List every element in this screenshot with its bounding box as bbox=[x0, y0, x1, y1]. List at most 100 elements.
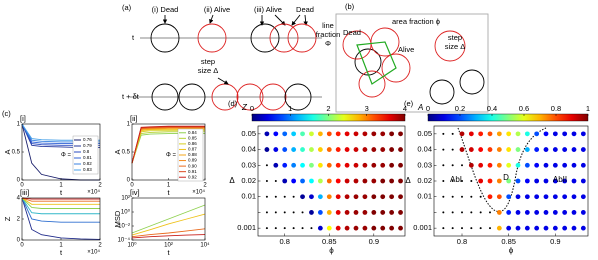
legend-label: 0.85 bbox=[188, 136, 197, 141]
subpanel-label: [ii] bbox=[130, 114, 138, 123]
arrow bbox=[209, 14, 214, 24]
dot bbox=[496, 225, 502, 231]
x-multiplier: ×10⁴ bbox=[87, 249, 100, 256]
diagram-b: (b) area fraction ϕ Dead Alive step size… bbox=[335, 2, 489, 113]
dot bbox=[451, 148, 454, 151]
dot bbox=[398, 225, 403, 231]
dot bbox=[264, 131, 270, 137]
dot bbox=[291, 162, 297, 168]
legend-label: 0.84 bbox=[188, 130, 197, 135]
y-tick-label: 0.04 bbox=[241, 145, 256, 154]
dot bbox=[274, 195, 277, 198]
dot bbox=[398, 194, 403, 200]
x-tick-label: 0.9 bbox=[550, 237, 560, 246]
dot bbox=[487, 162, 493, 168]
dot bbox=[571, 225, 577, 231]
dot bbox=[380, 225, 386, 231]
dot bbox=[292, 211, 295, 214]
y-tick-label: 0 bbox=[17, 178, 21, 184]
series-line bbox=[21, 197, 100, 215]
dot bbox=[506, 147, 512, 152]
legend-label: 0.87 bbox=[188, 147, 197, 152]
dot bbox=[580, 194, 586, 200]
series-line bbox=[131, 204, 206, 234]
dot bbox=[543, 194, 549, 200]
dot bbox=[335, 210, 341, 215]
legend-label: 0.86 bbox=[188, 141, 197, 146]
colorbar-tick-label: 1 bbox=[586, 104, 590, 113]
panel-label: (d) bbox=[228, 99, 238, 108]
legend-label: 0.76 bbox=[83, 137, 92, 142]
dot bbox=[562, 162, 568, 168]
dot bbox=[309, 178, 314, 184]
dot bbox=[478, 162, 484, 168]
dot bbox=[389, 225, 395, 231]
dot bbox=[371, 147, 377, 152]
arrow bbox=[217, 77, 229, 85]
dot bbox=[310, 227, 313, 230]
dot bbox=[362, 162, 368, 168]
x-axis-label: t bbox=[167, 188, 170, 197]
triangle bbox=[356, 41, 397, 85]
dot bbox=[317, 178, 323, 184]
y-tick-label: 0.01 bbox=[241, 192, 256, 201]
dot bbox=[461, 211, 463, 214]
dot bbox=[389, 210, 395, 215]
colorbar-tick-label: 1 bbox=[288, 104, 292, 113]
dot bbox=[580, 225, 586, 231]
dot bbox=[442, 227, 445, 230]
dot bbox=[362, 225, 368, 231]
dot bbox=[380, 162, 386, 168]
dot bbox=[309, 162, 314, 168]
dot bbox=[265, 164, 268, 167]
dot bbox=[442, 211, 445, 214]
arrow bbox=[291, 14, 301, 26]
dot bbox=[353, 131, 359, 137]
subpanel-label: [iii] bbox=[20, 188, 29, 197]
time-label: t bbox=[132, 33, 135, 42]
dot bbox=[461, 227, 463, 230]
dot bbox=[273, 147, 279, 152]
diagram-a: (a) (i) Dead (ii) Alive (iii) Alive Dead… bbox=[122, 3, 340, 111]
dot bbox=[534, 131, 540, 137]
colorbar-tick-label: 0.2 bbox=[455, 104, 465, 113]
y-tick-label: 10⁰ bbox=[121, 209, 131, 216]
dot bbox=[515, 131, 521, 137]
dot bbox=[552, 210, 558, 215]
dot bbox=[470, 211, 473, 214]
dot bbox=[506, 194, 512, 200]
dot bbox=[524, 162, 530, 168]
dot bbox=[398, 210, 403, 215]
dot bbox=[496, 131, 502, 137]
dot bbox=[264, 147, 270, 152]
dot bbox=[274, 180, 277, 182]
alive-label: Alive bbox=[398, 45, 414, 54]
case-label: (i) Dead bbox=[152, 5, 179, 14]
legend-label: 0.92 bbox=[188, 174, 197, 179]
x-tick-label: 1 bbox=[167, 183, 171, 189]
colorbar-tick-label: 4 bbox=[403, 104, 407, 113]
dot bbox=[580, 210, 586, 215]
dot bbox=[524, 210, 530, 215]
dot bbox=[515, 162, 521, 168]
dot bbox=[461, 195, 463, 198]
series-line bbox=[21, 197, 100, 205]
dot bbox=[274, 227, 277, 230]
series-line bbox=[131, 234, 206, 239]
dot bbox=[389, 194, 395, 200]
dot bbox=[389, 178, 395, 184]
circle bbox=[150, 23, 180, 53]
dot bbox=[479, 195, 482, 198]
dot bbox=[552, 225, 558, 231]
dot bbox=[398, 162, 403, 168]
series-line bbox=[131, 228, 206, 238]
colorbar-tick-label: 0.6 bbox=[519, 104, 529, 113]
case-label: (ii) Alive bbox=[204, 5, 230, 14]
y-tick-label: 4 bbox=[17, 196, 21, 202]
dot bbox=[461, 164, 463, 167]
dot bbox=[353, 194, 359, 200]
dot bbox=[515, 178, 521, 184]
dot bbox=[451, 132, 454, 135]
subpanel-label: [i] bbox=[20, 114, 26, 123]
circle bbox=[459, 69, 485, 95]
